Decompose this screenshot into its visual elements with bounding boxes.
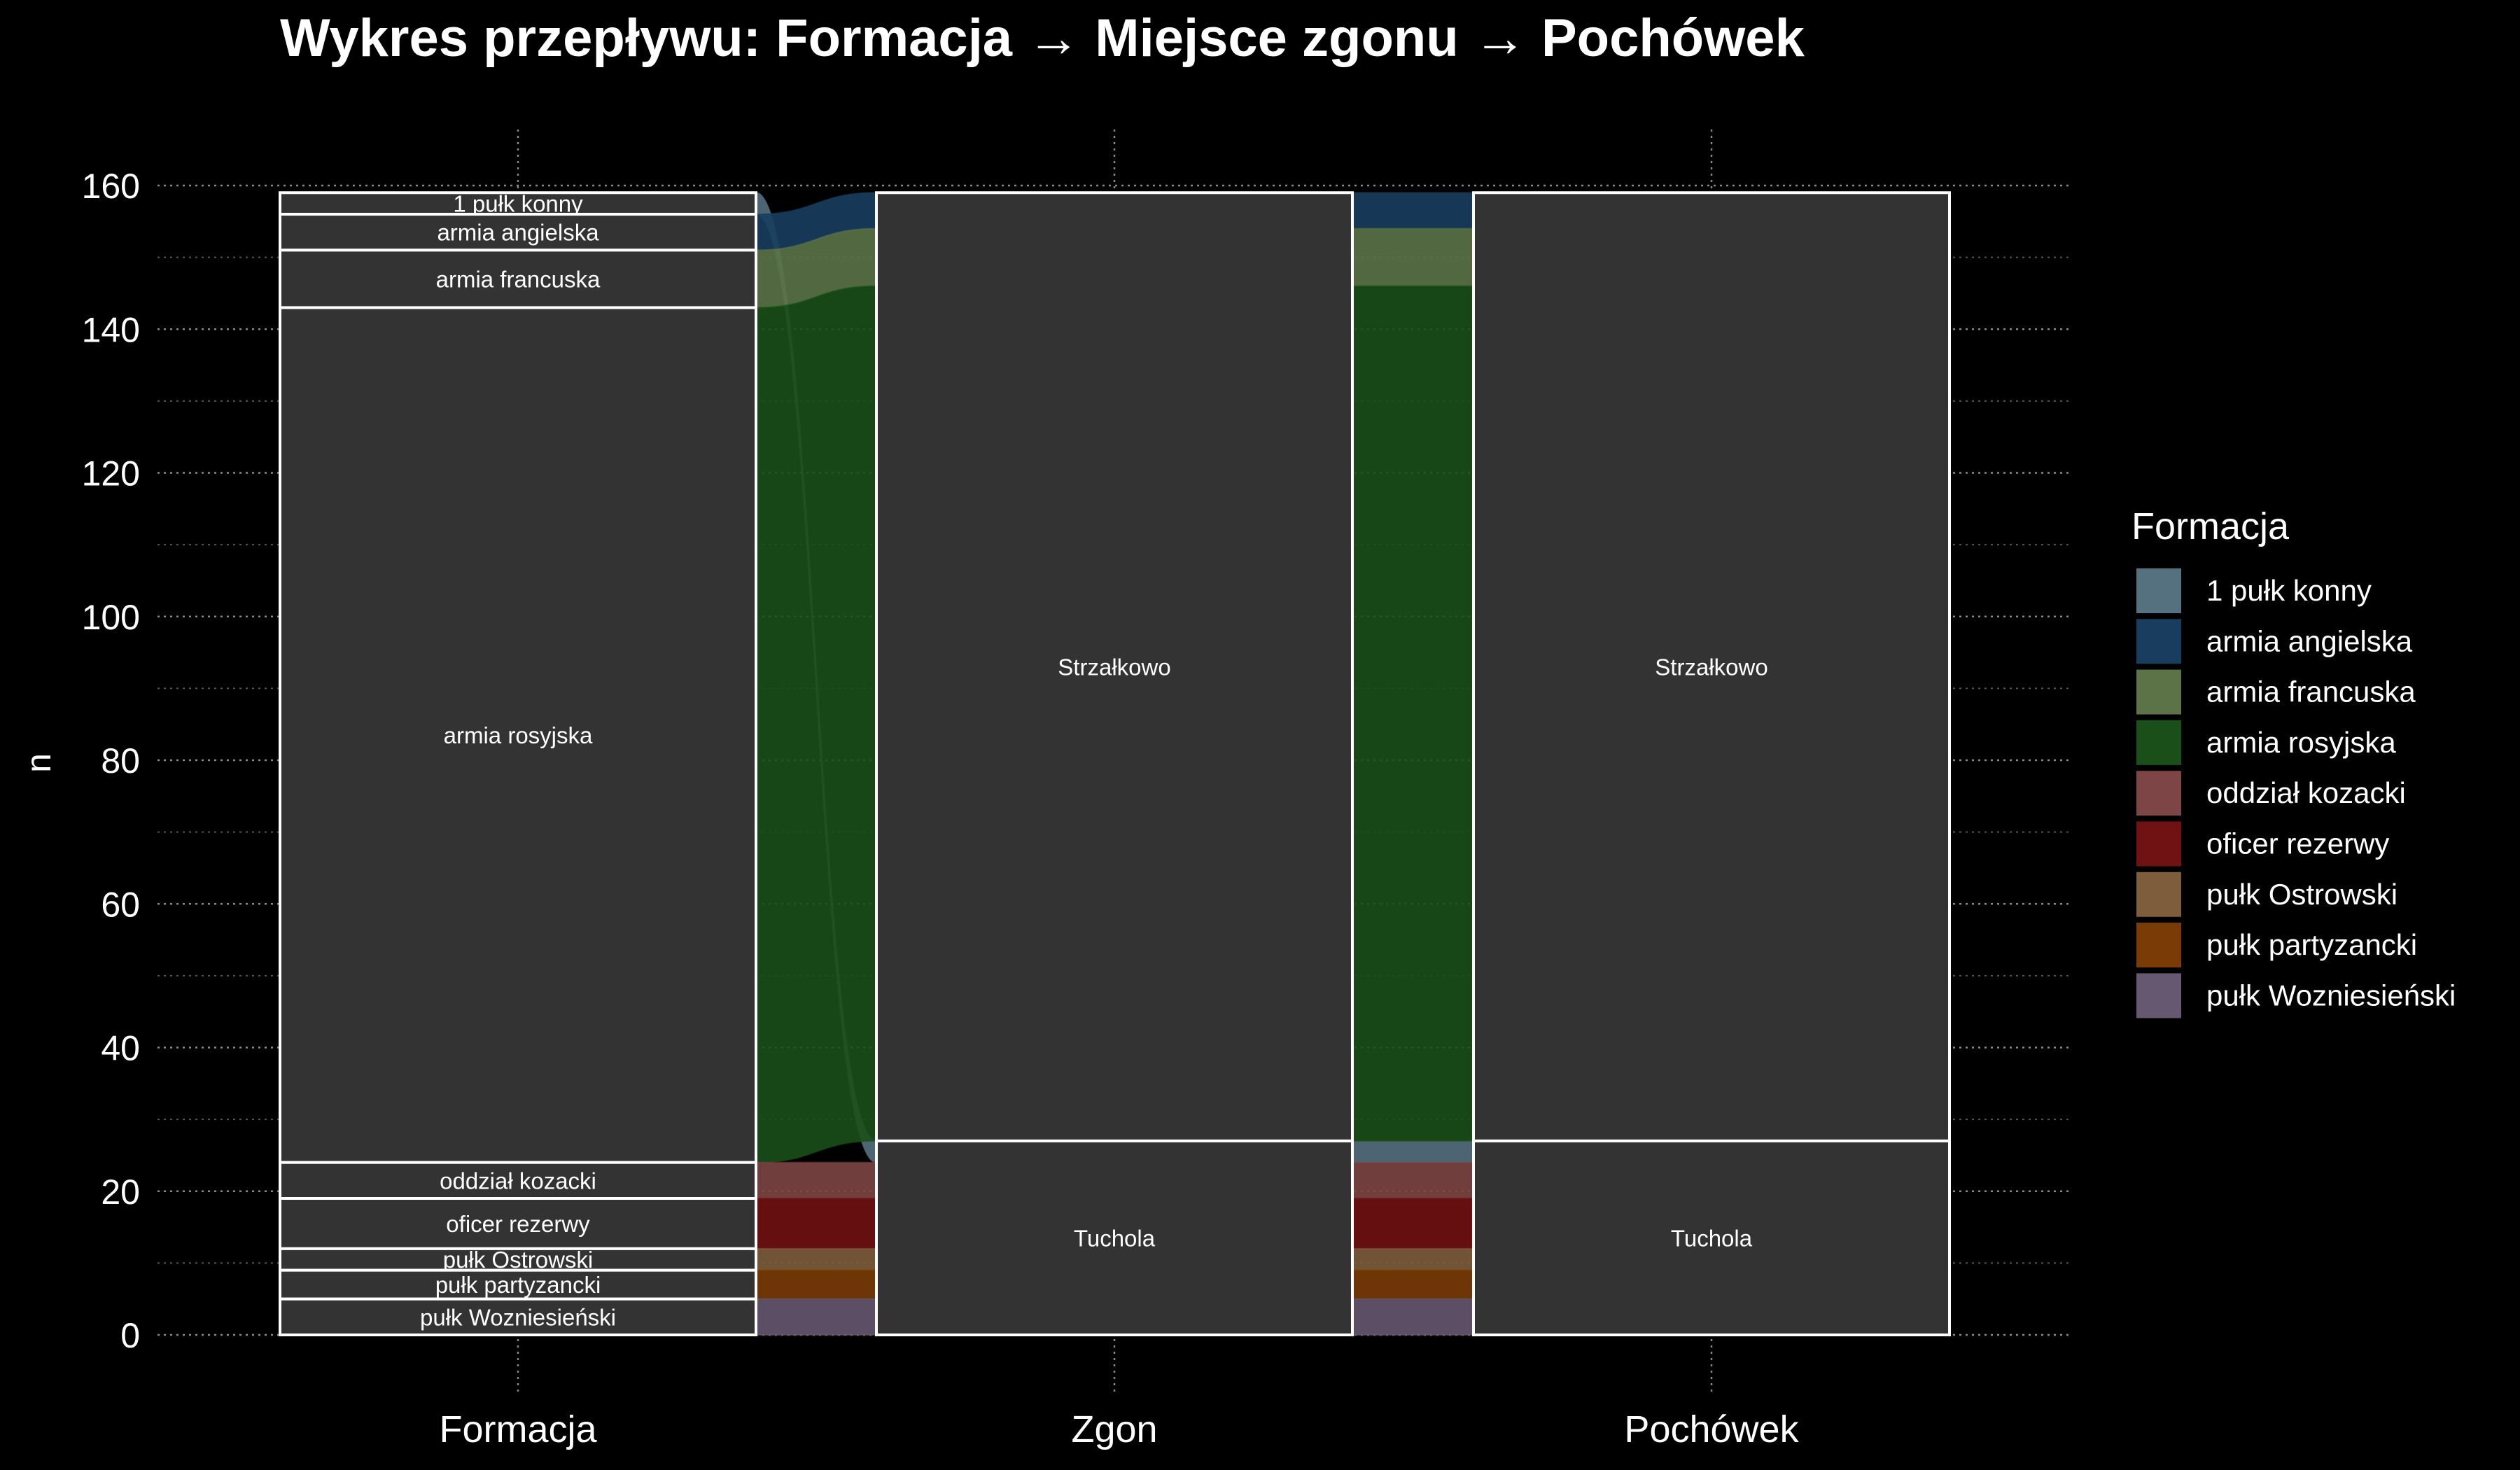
stratum-label-pochowek-tuchola: Tuchola [1671, 1225, 1753, 1251]
flow-armia-rosyjska-to-pochowek [1352, 285, 1474, 1142]
flow-armia-francuska-to-pochowek [1352, 227, 1474, 287]
flow-armia-rosyjska-to-zgon [755, 285, 877, 1163]
stratum-label-formacja-pulk-ostrowski: pułk Ostrowski [443, 1247, 594, 1273]
stratum-zgon-strzalkowo [875, 191, 1354, 1142]
legend-swatch-1-pulk-konny [2136, 568, 2181, 613]
y-tick-label: 160 [82, 167, 140, 206]
legend-swatch-oficer-rezerwy [2136, 821, 2181, 867]
stratum-formacja-oddzial-kozacki [279, 1161, 757, 1200]
flow-oddzial-kozacki-to-pochowek [1352, 1161, 1474, 1200]
flow-armia-angielska-to-pochowek [1352, 192, 1474, 230]
flow-oficer-rezerwy-to-pochowek [1352, 1198, 1474, 1250]
flow-pulk-partyzancki-to-pochowek [1352, 1269, 1474, 1300]
flow-pulk-ostrowski-to-zgon [755, 1247, 877, 1271]
flow-oddzial-kozacki-to-zgon [755, 1161, 877, 1200]
legend-label-armia-rosyjska: armia rosyjska [2206, 726, 2396, 759]
legend-swatch-pulk-wozniesienski [2136, 973, 2181, 1018]
stratum-label-formacja-pulk-wozniesienski: pułk Wozniesieński [420, 1304, 616, 1330]
legend-swatch-armia-angielska [2136, 619, 2181, 664]
legend-label-pulk-ostrowski: pułk Ostrowski [2206, 878, 2398, 911]
stratum-label-formacja-pulk-partyzancki: pułk partyzancki [435, 1272, 601, 1298]
y-tick-label: 140 [82, 310, 140, 349]
legend-label-oddzial-kozacki: oddział kozacki [2206, 776, 2406, 809]
stratum-label-formacja-armia-rosyjska: armia rosyjska [444, 722, 593, 748]
stratum-formacja-pulk-partyzancki [279, 1268, 757, 1301]
legend: Formacja 1 pułk konny armia angielska armi… [2132, 505, 2456, 1018]
stratum-label-formacja-armia-angielska: armia angielska [437, 220, 599, 246]
stratum-label-zgon-strzalkowo: Strzałkowo [1058, 654, 1170, 680]
flow-pulk-ostrowski-to-pochowek [1352, 1247, 1474, 1271]
flow-layer [755, 192, 1474, 1336]
stratum-pochowek-tuchola [1472, 1139, 1951, 1336]
legend-label-armia-francuska: armia francuska [2206, 676, 2416, 708]
y-tick-label: 100 [82, 598, 140, 637]
stratum-label-pochowek-strzalkowo: Strzałkowo [1655, 654, 1768, 680]
legend-swatch-oddzial-kozacki [2136, 771, 2181, 816]
flow-1-pulk-konny-to-pochowek [1352, 1140, 1474, 1163]
stratum-label-zgon-tuchola: Tuchola [1074, 1225, 1156, 1251]
stratum-label-formacja-armia-francuska: armia francuska [436, 266, 601, 292]
flow-oficer-rezerwy-to-zgon [755, 1198, 877, 1250]
stratum-formacja-1-pulk-konny [279, 191, 757, 216]
node-layer: 1 pułk konny armia angielska armia francus… [279, 191, 1951, 1336]
chart-title: Wykres przepływu: Formacja → Miejsce zgo… [280, 8, 1805, 68]
y-tick-label: 120 [82, 454, 140, 493]
flow-pulk-wozniesienski-to-pochowek [1352, 1298, 1474, 1336]
legend-label-armia-angielska: armia angielska [2206, 624, 2413, 657]
legend-label-oficer-rezerwy: oficer rezerwy [2206, 827, 2389, 860]
y-axis-label: n [19, 753, 58, 773]
x-axis-label-pochowek: Pochówek [1624, 1408, 1799, 1450]
legend-swatch-armia-francuska [2136, 669, 2181, 715]
legend-swatch-armia-rosyjska [2136, 720, 2181, 765]
stratum-zgon-tuchola [875, 1139, 1354, 1336]
axis-layer: 0 20 40 60 80 100 120 140 160 Formacja Zgon Pochówe… [82, 167, 1800, 1450]
legend-swatch-pulk-ostrowski [2136, 872, 2181, 917]
y-tick-label: 80 [101, 741, 140, 780]
stratum-label-formacja-oddzial-kozacki: oddział kozacki [440, 1168, 596, 1194]
stratum-pochowek-strzalkowo [1472, 191, 1951, 1142]
legend-title: Formacja [2132, 505, 2290, 547]
flow-pulk-partyzancki-to-zgon [755, 1269, 877, 1300]
y-tick-label: 0 [120, 1316, 140, 1355]
stratum-formacja-oficer-rezerwy [279, 1197, 757, 1250]
legend-label-pulk-wozniesienski: pułk Wozniesieński [2206, 979, 2456, 1011]
stratum-formacja-armia-rosyjska [279, 306, 757, 1164]
stratum-label-formacja-oficer-rezerwy: oficer rezerwy [446, 1211, 590, 1237]
stratum-label-formacja-1-pulk-konny: 1 pułk konny [453, 191, 583, 217]
legend-label-pulk-partyzancki: pułk partyzancki [2206, 928, 2417, 961]
y-tick-label: 40 [101, 1029, 140, 1068]
x-axis-label-formacja: Formacja [439, 1408, 597, 1450]
legend-swatch-pulk-partyzancki [2136, 923, 2181, 968]
y-tick-label: 60 [101, 885, 140, 924]
legend-label-1-pulk-konny: 1 pułk konny [2206, 574, 2372, 607]
stratum-formacja-pulk-wozniesienski [279, 1297, 757, 1336]
x-axis-label-zgon: Zgon [1071, 1408, 1157, 1450]
flow-pulk-wozniesienski-to-zgon [755, 1298, 877, 1336]
y-tick-label: 20 [101, 1172, 140, 1212]
